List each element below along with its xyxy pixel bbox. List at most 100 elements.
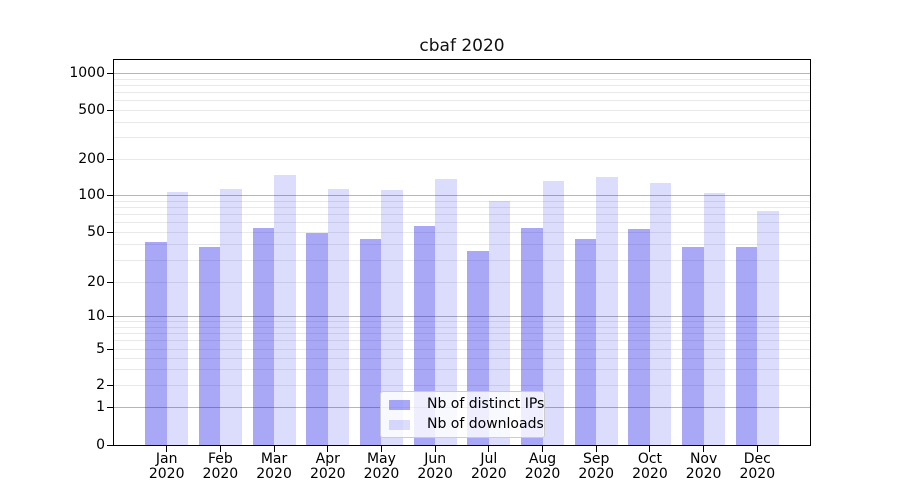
x-tick-label-line: 2020 — [148, 466, 185, 482]
y-gridline-minor — [114, 121, 810, 123]
y-gridline-major — [114, 195, 810, 197]
bar-nov-downloads — [703, 193, 726, 445]
y-tick-mark — [107, 385, 113, 386]
x-tick-label-line: Jul — [480, 451, 498, 467]
legend-label-distinct-ips: Nb of distinct IPs — [427, 396, 545, 412]
x-tick-label-feb: Feb 2020 — [180, 452, 260, 482]
x-tick-mark — [380, 446, 382, 452]
bar-dec-downloads — [757, 211, 779, 445]
x-tick-label-oct: Oct 2020 — [610, 452, 690, 482]
plot-area — [113, 59, 811, 446]
x-tick-label-line: 2020 — [632, 466, 668, 482]
y-tick-mark — [107, 315, 113, 317]
x-tick-mark — [649, 446, 651, 452]
y-gridline-minor — [114, 244, 810, 246]
y-tick-label: 100 — [78, 187, 105, 204]
x-tick-mark — [434, 446, 436, 452]
y-gridline-minor — [114, 349, 810, 351]
x-tick-label-mar: Mar 2020 — [234, 452, 314, 482]
y-tick-label: 500 — [78, 102, 105, 118]
x-tick-label-line: 2020 — [309, 466, 346, 482]
bar-feb-downloads — [220, 189, 242, 445]
y-gridline-major — [114, 73, 810, 75]
y-gridline-minor — [114, 222, 810, 224]
y-tick-label: 2 — [96, 377, 105, 393]
x-tick-label-line: Apr — [315, 451, 340, 467]
bar-jan-distinct-ips — [145, 241, 167, 445]
x-tick-label-line: Mar — [260, 451, 288, 467]
y-tick-label: 1 — [96, 399, 105, 416]
y-gridline-minor — [114, 369, 810, 371]
x-tick-mark — [703, 446, 705, 452]
y-tick-mark — [107, 349, 113, 351]
y-tick-mark — [107, 407, 113, 409]
bar-jun-distinct-ips — [413, 226, 436, 445]
x-tick-label-aug: Aug 2020 — [503, 452, 583, 482]
y-gridline-minor — [114, 137, 810, 139]
bar-apr-distinct-ips — [306, 233, 328, 445]
y-gridline-major — [114, 315, 810, 317]
y-gridline-minor — [114, 340, 810, 342]
x-tick-mark — [595, 446, 597, 452]
x-tick-label-line: 2020 — [471, 466, 507, 482]
x-tick-mark — [327, 446, 329, 452]
x-tick-mark — [488, 446, 490, 452]
bar-mar-downloads — [274, 174, 296, 445]
legend: Nb of distinct IPs Nb of downloads — [380, 391, 545, 438]
legend-item-downloads: Nb of downloads — [389, 416, 544, 433]
x-tick-label-dec: Dec 2020 — [717, 452, 797, 482]
y-gridline-minor — [114, 320, 810, 322]
x-tick-label-line: 2020 — [256, 466, 292, 482]
x-tick-label-line: Oct — [637, 451, 663, 467]
y-gridline-minor — [114, 78, 810, 80]
y-gridline-minor — [114, 332, 810, 334]
bar-jun-downloads — [435, 178, 457, 445]
x-tick-label-line: 2020 — [685, 466, 722, 482]
y-gridline-minor — [114, 200, 810, 202]
bar-apr-downloads — [327, 189, 350, 445]
x-tick-label-line: Feb — [207, 451, 233, 467]
y-tick-mark — [107, 110, 113, 111]
x-tick-label-line: 2020 — [524, 466, 561, 482]
x-tick-label-apr: Apr 2020 — [288, 452, 368, 482]
bar-feb-distinct-ips — [198, 246, 221, 445]
y-gridline-minor — [114, 259, 810, 261]
x-tick-label-line: Jan — [155, 451, 178, 467]
chart-title: cbaf 2020 — [419, 36, 505, 56]
y-gridline-minor — [114, 282, 810, 283]
legend-label-downloads: Nb of downloads — [427, 416, 544, 432]
x-tick-mark — [542, 446, 544, 452]
y-tick-label: 10 — [87, 307, 105, 324]
x-tick-label-line: 2020 — [202, 466, 239, 482]
y-tick-mark — [107, 195, 113, 197]
y-tick-mark — [107, 232, 113, 233]
y-gridline-minor — [114, 385, 810, 386]
x-tick-label-may: May 2020 — [341, 452, 421, 482]
x-tick-mark — [273, 446, 275, 452]
x-tick-label-line: Dec — [743, 451, 771, 467]
x-tick-mark — [219, 446, 221, 452]
y-tick-label: 20 — [87, 274, 105, 290]
x-tick-label-line: Aug — [528, 451, 557, 467]
y-gridline-minor — [114, 92, 810, 94]
x-tick-label-line: Sep — [583, 451, 610, 467]
legend-item-distinct-ips: Nb of distinct IPs — [389, 396, 544, 413]
bar-sep-downloads — [596, 176, 618, 445]
y-tick-label: 200 — [78, 150, 105, 167]
y-tick-mark — [107, 445, 113, 446]
y-tick-label: 1000 — [69, 65, 105, 82]
x-tick-label-jul: Jul 2020 — [449, 452, 529, 482]
y-tick-mark — [107, 282, 113, 283]
x-tick-label-line: 2020 — [417, 466, 453, 482]
bar-may-distinct-ips — [359, 238, 382, 445]
x-tick-mark — [756, 446, 758, 452]
y-gridline-minor — [114, 214, 810, 216]
y-gridline-minor — [114, 158, 810, 160]
y-gridline-minor — [114, 326, 810, 328]
x-tick-label-line: Jun — [424, 451, 447, 467]
y-gridline-minor — [114, 85, 810, 87]
bar-oct-downloads — [649, 183, 672, 445]
bar-nov-distinct-ips — [682, 246, 704, 445]
x-tick-label-line: 2020 — [578, 466, 615, 482]
